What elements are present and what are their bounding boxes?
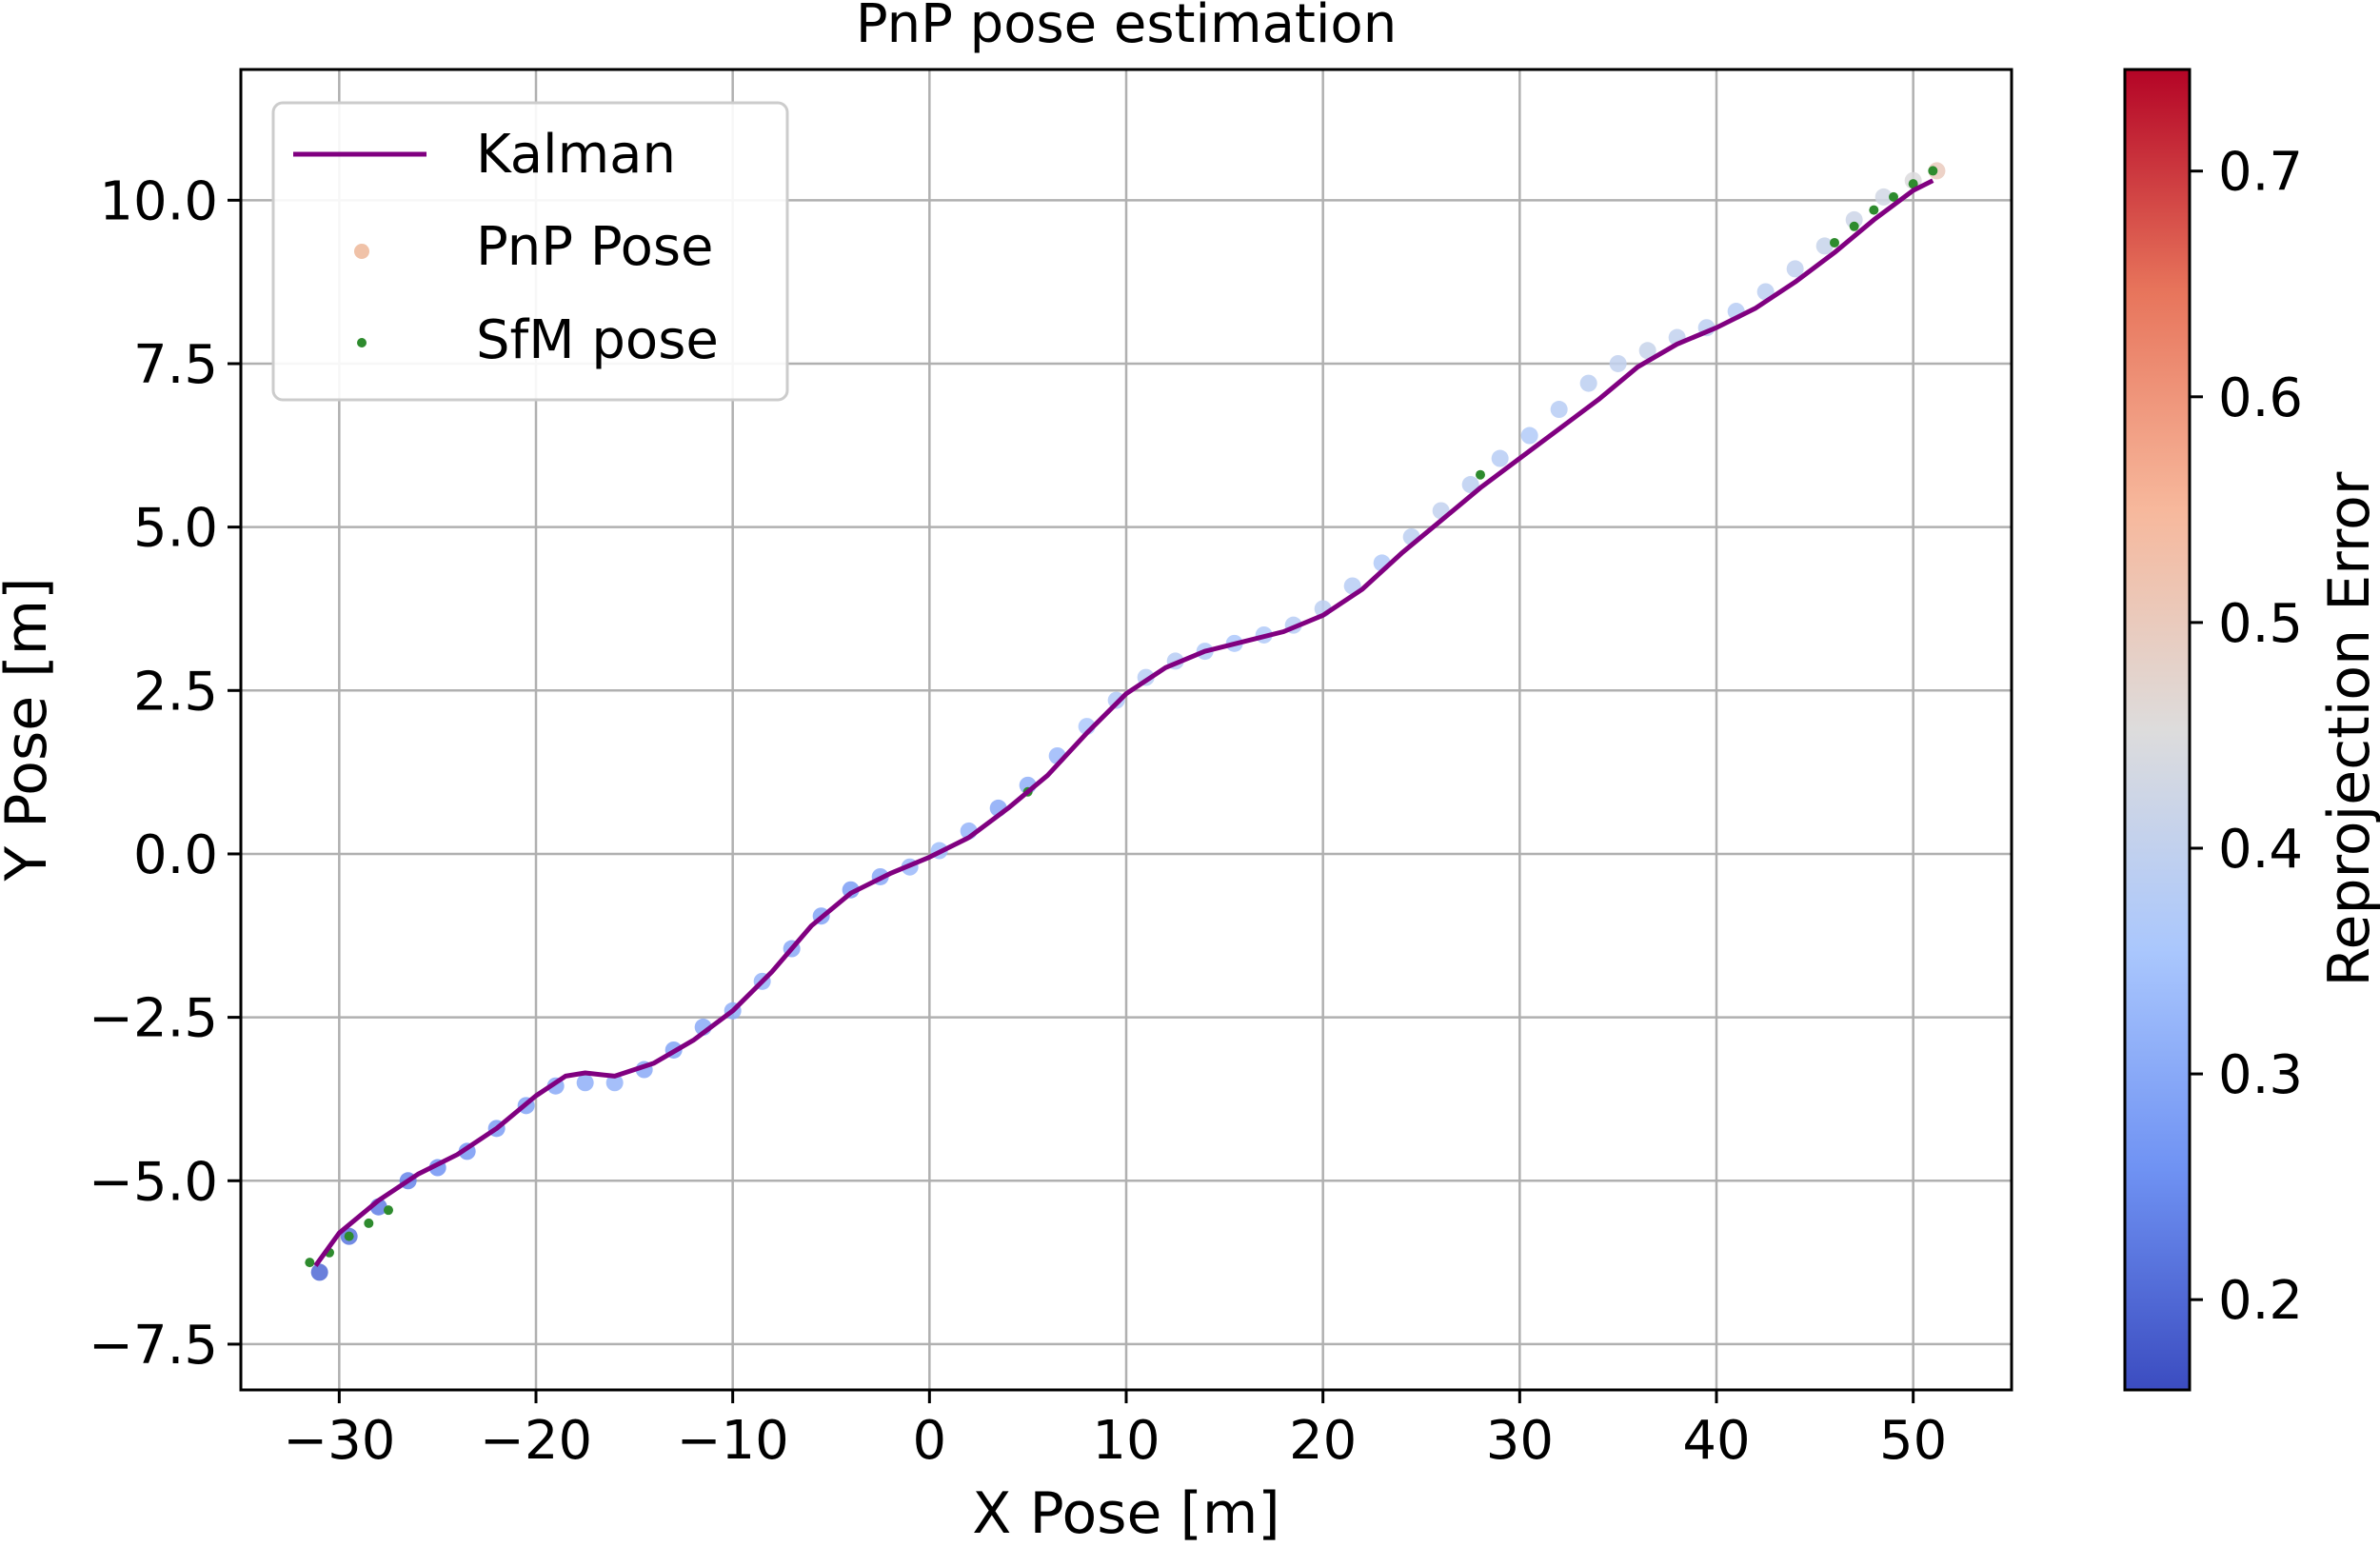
- pnp-pose-point: [1550, 401, 1568, 419]
- pnp-pose-point: [605, 1074, 624, 1092]
- sfm-pose-point: [1889, 191, 1898, 202]
- sfm-pose-point: [384, 1205, 393, 1216]
- kalman-line: [313, 178, 1934, 1267]
- pnp-pose-point: [1609, 354, 1627, 372]
- legend-pnp-label: PnP Pose: [476, 216, 714, 278]
- pnp-pose-point: [1491, 449, 1509, 467]
- y-axis-label: Y Pose [m]: [0, 578, 60, 883]
- colorbar-label: Reprojection Error: [2316, 471, 2380, 986]
- y-tick-label: 0.0: [133, 824, 218, 886]
- y-tick-label: −7.5: [89, 1315, 218, 1377]
- legend-sfm-swatch: [357, 338, 367, 347]
- pnp-pose-point: [1520, 426, 1538, 445]
- grid: [241, 69, 2012, 1390]
- x-tick-label: −30: [283, 1410, 395, 1472]
- sfm-pose-point: [1928, 166, 1938, 176]
- y-tick-label: −5.0: [89, 1151, 218, 1213]
- pnp-pose-point: [1845, 210, 1863, 228]
- sfm-pose-point: [344, 1231, 354, 1241]
- pnp-pose-point: [1815, 237, 1834, 255]
- y-tick-label: 7.5: [133, 334, 218, 396]
- colorbar-tick-label: 0.6: [2218, 367, 2303, 429]
- colorbar: 0.2 0.3 0.4 0.5 0.6 0.7 Reprojection Error: [2123, 68, 2380, 1392]
- x-axis-ticks: −30 −20 −10 0 10 20 30 40 50: [283, 1390, 1947, 1472]
- x-tick-label: 40: [1682, 1410, 1750, 1472]
- pnp-pose-point: [1638, 342, 1656, 360]
- legend-box: [271, 101, 789, 402]
- pnp-pose-point: [1874, 188, 1893, 206]
- y-axis-ticks: −7.5 −5.0 −2.5 0.0 2.5 5.0 7.5 10.0: [89, 170, 241, 1377]
- sfm-pose-point: [1908, 179, 1918, 189]
- y-tick-label: 10.0: [99, 170, 218, 232]
- sfm-pose-point: [1869, 205, 1879, 215]
- sfm-pose-point: [305, 1258, 315, 1268]
- sfm-pose-point: [364, 1218, 374, 1228]
- y-tick-label: −2.5: [89, 988, 218, 1050]
- colorbar-tick-label: 0.5: [2218, 593, 2303, 655]
- legend-pnp-swatch: [354, 244, 369, 259]
- plot-series: [305, 162, 1946, 1281]
- chart-title: PnP pose estimation: [856, 0, 1397, 55]
- pnp-pose-point: [310, 1263, 328, 1281]
- x-tick-label: −20: [480, 1410, 592, 1472]
- x-tick-label: 50: [1879, 1410, 1947, 1472]
- x-tick-label: 20: [1289, 1410, 1357, 1472]
- colorbar-tick-label: 0.7: [2218, 142, 2303, 204]
- pnp-pose-point: [1461, 476, 1479, 494]
- x-tick-label: 30: [1486, 1410, 1554, 1472]
- pnp-pose-point: [1786, 260, 1804, 278]
- sfm-pose-point: [1476, 469, 1485, 480]
- colorbar-tick-label: 0.2: [2218, 1270, 2303, 1332]
- colorbar-tick-label: 0.3: [2218, 1044, 2303, 1106]
- x-tick-label: 0: [913, 1410, 947, 1472]
- sfm-pose-point: [1849, 221, 1859, 231]
- colorbar-gradient: [2123, 68, 2192, 1392]
- colorbar-ticks: 0.2 0.3 0.4 0.5 0.6 0.7: [2190, 142, 2303, 1332]
- pnp-pose-point: [576, 1074, 594, 1092]
- legend: Kalman PnP Pose SfM pose: [271, 101, 789, 402]
- x-tick-label: −10: [677, 1410, 789, 1472]
- y-tick-label: 5.0: [133, 498, 218, 560]
- x-axis-label: X Pose [m]: [972, 1480, 1279, 1547]
- legend-kalman-label: Kalman: [476, 124, 676, 186]
- x-tick-label: 10: [1092, 1410, 1160, 1472]
- legend-sfm-label: SfM pose: [476, 309, 719, 371]
- colorbar-tick-label: 0.4: [2218, 819, 2303, 881]
- sfm-pose-point: [1830, 237, 1839, 248]
- y-tick-label: 2.5: [133, 661, 218, 723]
- pnp-pose-point: [1579, 374, 1597, 392]
